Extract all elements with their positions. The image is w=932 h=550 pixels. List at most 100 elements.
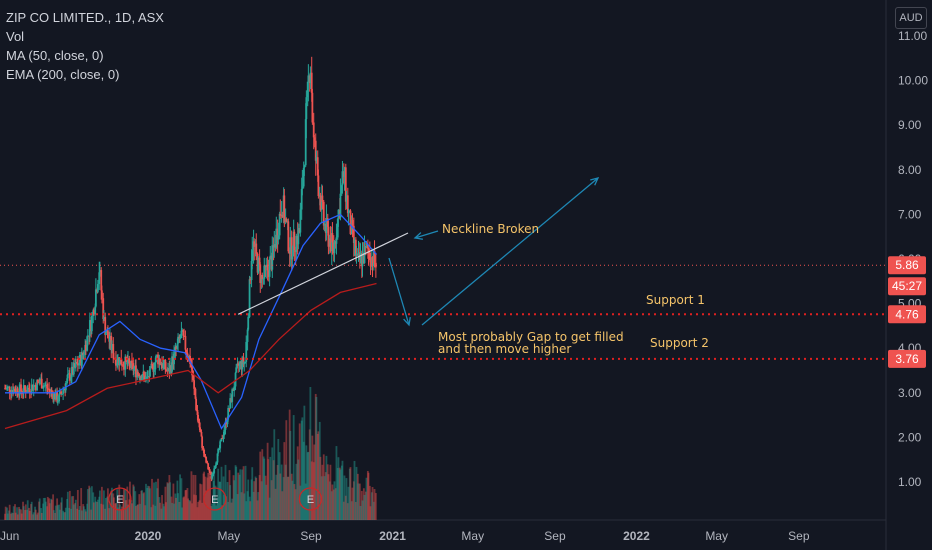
candle-body bbox=[8, 386, 11, 393]
candle-body bbox=[86, 335, 89, 337]
candle-body bbox=[184, 335, 187, 350]
y-tick-label: 10.00 bbox=[898, 74, 928, 88]
volume-bar bbox=[189, 501, 191, 520]
volume-bar bbox=[247, 479, 250, 520]
volume-bar bbox=[12, 513, 14, 520]
volume-bar bbox=[226, 482, 229, 520]
candle-body bbox=[194, 388, 197, 399]
candle-body bbox=[135, 365, 137, 378]
volume-bar bbox=[339, 469, 342, 520]
volume-bar bbox=[318, 421, 321, 520]
legend-volume[interactable]: Vol bbox=[6, 29, 25, 44]
volume-bar bbox=[305, 445, 308, 520]
volume-bar bbox=[256, 500, 259, 520]
volume-bar bbox=[287, 476, 290, 520]
candle-body bbox=[92, 310, 95, 315]
volume-bar bbox=[225, 496, 228, 520]
candle-body bbox=[164, 359, 167, 370]
volume-bar bbox=[102, 490, 105, 520]
volume-bar bbox=[314, 393, 317, 520]
volume-bar bbox=[288, 409, 291, 520]
volume-bar bbox=[235, 466, 238, 520]
volume-bar bbox=[8, 510, 10, 520]
x-tick-label: Sep bbox=[300, 529, 322, 543]
x-tick-label: 2022 bbox=[623, 529, 650, 543]
volume-bar bbox=[218, 481, 221, 520]
volume-bar bbox=[18, 508, 21, 520]
annotation-support-1: Support 1 bbox=[646, 293, 705, 307]
volume-bar bbox=[291, 480, 294, 520]
volume-bar bbox=[255, 478, 258, 520]
candle-body bbox=[178, 336, 181, 339]
volume-bar bbox=[269, 456, 272, 520]
candle-body bbox=[98, 272, 101, 285]
volume-bar bbox=[306, 452, 309, 520]
candle-body bbox=[273, 244, 276, 248]
volume-bar bbox=[280, 464, 283, 520]
candle-body bbox=[40, 378, 43, 389]
candle-body bbox=[320, 195, 323, 210]
candle-body bbox=[263, 265, 266, 279]
volume-bar bbox=[159, 502, 161, 520]
volume-bar bbox=[88, 485, 91, 520]
candle-body bbox=[347, 212, 350, 214]
candle-body bbox=[26, 387, 29, 393]
candle-body bbox=[209, 471, 212, 473]
candle-body bbox=[139, 376, 141, 379]
candle-body bbox=[50, 390, 53, 393]
volume-bar bbox=[179, 474, 181, 520]
candle-body bbox=[269, 255, 272, 260]
candle-body bbox=[159, 359, 161, 365]
volume-bar bbox=[66, 491, 69, 520]
ema-200-line bbox=[4, 282, 377, 430]
volume-bar bbox=[140, 490, 143, 520]
volume-bar bbox=[293, 484, 296, 520]
candle-body bbox=[115, 359, 117, 366]
candle-body bbox=[365, 244, 368, 247]
candle-body bbox=[171, 356, 173, 372]
volume-bar bbox=[78, 506, 81, 520]
volume-bar bbox=[42, 503, 44, 520]
x-tick-label: Sep bbox=[544, 529, 566, 543]
candle-body bbox=[154, 362, 157, 370]
candle-body bbox=[331, 233, 334, 243]
candle-body bbox=[36, 380, 38, 391]
volume-bar bbox=[312, 462, 315, 520]
legend-ema[interactable]: EMA (200, close, 0) bbox=[6, 67, 120, 82]
neckline-arrow bbox=[414, 230, 439, 239]
volume-bar bbox=[372, 501, 375, 520]
volume-bar bbox=[319, 456, 322, 520]
candle-body bbox=[311, 92, 314, 123]
volume-bar bbox=[40, 508, 42, 520]
volume-bar bbox=[120, 509, 123, 520]
volume-bar bbox=[42, 497, 45, 520]
annotation-gap: Most probably Gap to get filled bbox=[438, 330, 624, 344]
volume-bar bbox=[315, 396, 318, 520]
volume-bar bbox=[131, 503, 133, 520]
volume-bar bbox=[172, 483, 175, 520]
countdown-tag bbox=[888, 277, 926, 296]
volume-bar bbox=[374, 493, 377, 520]
candle-body bbox=[361, 252, 364, 267]
volume-bar bbox=[136, 504, 139, 520]
volume-bar bbox=[157, 478, 159, 520]
candle-body bbox=[22, 393, 24, 395]
candle-body bbox=[289, 237, 292, 254]
volume-bar bbox=[88, 487, 91, 520]
currency-button[interactable]: AUD bbox=[895, 7, 927, 29]
legend-title[interactable]: ZIP CO LIMITED., 1D, ASX bbox=[6, 10, 164, 25]
candle-body bbox=[104, 317, 107, 336]
candle-body bbox=[224, 421, 227, 430]
legend-ma[interactable]: MA (50, close, 0) bbox=[6, 48, 104, 63]
volume-bar bbox=[264, 475, 267, 520]
x-tick-label: May bbox=[461, 529, 484, 543]
volume-bar bbox=[313, 444, 316, 520]
volume-bar bbox=[317, 431, 320, 520]
volume-bar bbox=[151, 478, 153, 520]
candle-body bbox=[329, 238, 332, 252]
volume-bar bbox=[40, 513, 43, 520]
volume-bars bbox=[4, 387, 377, 520]
candle-body bbox=[343, 167, 346, 177]
candle-body bbox=[354, 239, 357, 256]
